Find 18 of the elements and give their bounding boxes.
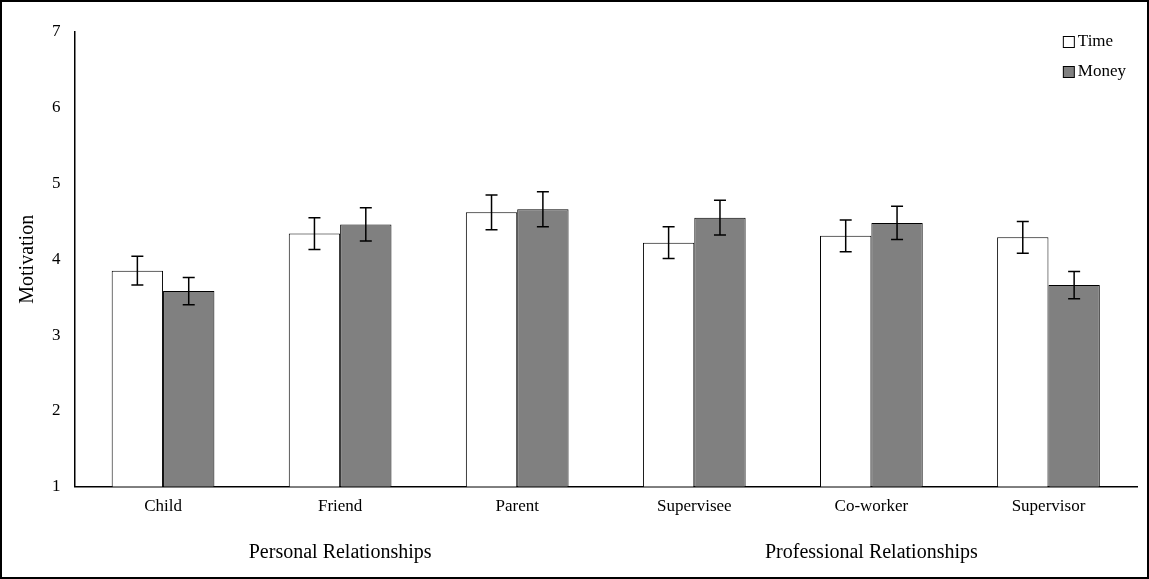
text: Professional Relationships — [764, 540, 978, 564]
x-tick-label: Supervisee — [656, 496, 732, 516]
y-tick-label: 1 — [52, 476, 61, 496]
text: Personal Relationships — [248, 540, 432, 564]
x-tick-label: Co-worker — [834, 496, 909, 516]
y-tick-label: 4 — [52, 248, 61, 268]
y-tick-label: 6 — [52, 97, 61, 117]
x-tick-label: Friend — [317, 496, 363, 516]
y-axis-title: Motivation — [15, 214, 38, 304]
y-tick-label: 2 — [52, 400, 61, 420]
y-tick-label: 3 — [52, 324, 61, 344]
x-tick-label: Parent — [495, 496, 540, 516]
x-tick-label: Supervisor — [1011, 496, 1086, 516]
y-tick-label: 7 — [52, 21, 61, 41]
legend-label: Time — [1077, 31, 1114, 51]
legend-label: Money — [1077, 61, 1127, 81]
y-tick-label: 5 — [52, 173, 61, 192]
x-tick-label: Child — [144, 496, 183, 516]
